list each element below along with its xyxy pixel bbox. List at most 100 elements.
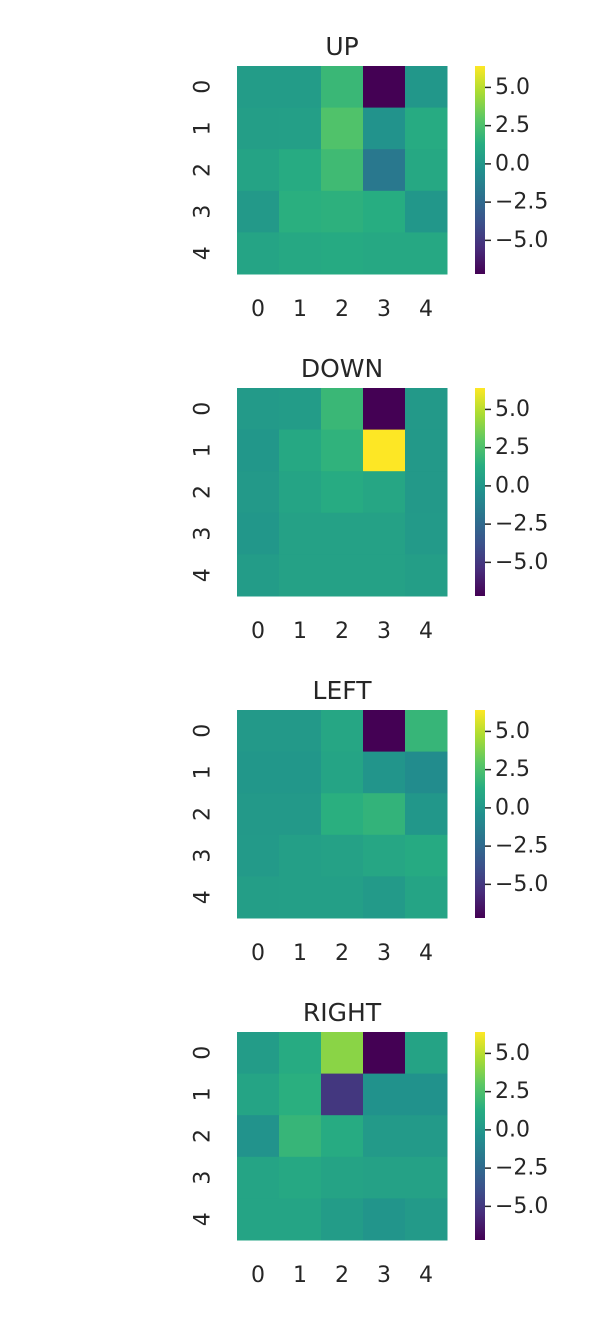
heatmap-cell-r3-c4: [405, 512, 448, 555]
heatmap-cell-r0-c1: [279, 66, 322, 109]
x-tick-label: 1: [293, 941, 307, 966]
heatmap-cell-r2-c1: [279, 471, 322, 514]
heatmap-cell-r1-c1: [279, 429, 322, 472]
colorbar-tick-label: 2.5: [495, 757, 530, 782]
heatmap-cell-r4-c2: [321, 1198, 364, 1241]
panel-title: DOWN: [301, 354, 383, 383]
heatmap-cell-r4-c1: [279, 554, 322, 597]
colorbar-tick-label: 5.0: [495, 1041, 530, 1066]
y-tick-label: 2: [191, 163, 216, 177]
colorbar-tick-label: 5.0: [495, 75, 530, 100]
heatmap-cell-r0-c4: [405, 710, 448, 753]
heatmap-cell-r4-c2: [321, 554, 364, 597]
heatmap-cell-r4-c3: [363, 232, 406, 275]
colorbar-tick-label: 2.5: [495, 1079, 530, 1104]
heatmap-cell-r3-c3: [363, 512, 406, 555]
heatmap-panel-left: LEFT 0 1 2 3 4 0 1 2 3 4 5.0 2.5 0.0 −2.5 −5.0: [191, 676, 549, 966]
x-tick-label: 2: [335, 619, 349, 644]
heatmap-cell-r2-c2: [321, 471, 364, 514]
x-tick-label: 0: [251, 297, 265, 322]
colorbar-tick-label: −5.0: [495, 550, 548, 575]
heatmap-cell-r4-c4: [405, 876, 448, 919]
heatmap-cell-r2-c0: [237, 471, 280, 514]
heatmap-cell-r0-c0: [237, 66, 280, 109]
heatmap-cell-r1-c2: [321, 429, 364, 472]
y-tick-label: 1: [191, 121, 216, 135]
heatmap-cell-r0-c3: [363, 388, 406, 431]
y-tick-label: 2: [191, 1129, 216, 1143]
x-tick-label: 3: [377, 619, 391, 644]
heatmap-cell-r4-c1: [279, 232, 322, 275]
y-tick-label: 4: [191, 246, 216, 260]
heatmap-cell-r0-c2: [321, 710, 364, 753]
heatmap-cell-r1-c0: [237, 751, 280, 794]
heatmap-cell-r3-c1: [279, 512, 322, 555]
heatmap-cell-r3-c3: [363, 834, 406, 877]
heatmap-cell-r3-c1: [279, 834, 322, 877]
y-tick-label: 0: [191, 1046, 216, 1060]
x-tick-label: 0: [251, 1263, 265, 1288]
panel-title: LEFT: [313, 676, 373, 705]
x-tick-label: 4: [419, 297, 433, 322]
heatmap-cell-r1-c3: [363, 751, 406, 794]
heatmap-cell-r1-c2: [321, 751, 364, 794]
y-tick-label: 4: [191, 890, 216, 904]
colorbar-tick-label: 0.0: [495, 473, 530, 498]
heatmap-cell-r3-c0: [237, 1156, 280, 1199]
y-tick-label: 0: [191, 402, 216, 416]
heatmap-cell-r4-c2: [321, 876, 364, 919]
heatmap-panel-down: DOWN 0 1 2 3 4 0 1 2 3 4 5.0 2.5 0.0 −2.5 −5.0: [191, 354, 549, 644]
heatmap-panel-up: UP 0 1 2 3 4 0 1 2 3 4 5.0 2.5 0.0 −2.5 −5.0: [191, 32, 549, 322]
heatmap-cell-r0-c4: [405, 66, 448, 109]
heatmap-cell-r4-c0: [237, 232, 280, 275]
heatmap-cell-r2-c4: [405, 1115, 448, 1158]
colorbar: [475, 388, 485, 596]
y-tick-label: 3: [191, 527, 216, 541]
panel-title: RIGHT: [303, 998, 382, 1027]
heatmap-cell-r1-c1: [279, 1073, 322, 1116]
colorbar-tick-label: 0.0: [495, 795, 530, 820]
heatmap-cell-r2-c4: [405, 793, 448, 836]
x-tick-label: 2: [335, 1263, 349, 1288]
heatmap-cell-r2-c2: [321, 149, 364, 192]
y-tick-label: 1: [191, 1087, 216, 1101]
heatmap-cell-r2-c2: [321, 793, 364, 836]
heatmap-cell-r3-c3: [363, 190, 406, 233]
panel-title: UP: [325, 32, 358, 61]
colorbar-tick-label: −2.5: [495, 834, 548, 859]
heatmap-cell-r0-c3: [363, 1032, 406, 1075]
heatmap-cell-r3-c2: [321, 834, 364, 877]
heatmap-cell-r4-c3: [363, 876, 406, 919]
heatmap-cell-r0-c2: [321, 66, 364, 109]
heatmap-cell-r4-c0: [237, 1198, 280, 1241]
heatmap-cell-r0-c3: [363, 66, 406, 109]
heatmap-cell-r2-c0: [237, 793, 280, 836]
heatmap-cell-r2-c1: [279, 1115, 322, 1158]
heatmap-cell-r2-c3: [363, 149, 406, 192]
colorbar: [475, 66, 485, 274]
heatmap-cell-r2-c1: [279, 793, 322, 836]
heatmap-cell-r0-c0: [237, 388, 280, 431]
y-tick-label: 2: [191, 807, 216, 821]
heatmap-cell-r4-c0: [237, 876, 280, 919]
heatmap-cell-r1-c4: [405, 751, 448, 794]
colorbar-tick-label: 0.0: [495, 151, 530, 176]
heatmap-cell-r2-c1: [279, 149, 322, 192]
heatmap-cell-r1-c4: [405, 1073, 448, 1116]
x-tick-label: 1: [293, 297, 307, 322]
heatmap-cell-r3-c2: [321, 512, 364, 555]
x-tick-label: 3: [377, 941, 391, 966]
heatmap-cell-r2-c2: [321, 1115, 364, 1158]
heatmap-cell-r1-c3: [363, 1073, 406, 1116]
heatmap-cell-r2-c0: [237, 1115, 280, 1158]
colorbar-tick-label: −5.0: [495, 1194, 548, 1219]
heatmap-cell-r0-c4: [405, 388, 448, 431]
colorbar-tick-label: −5.0: [495, 872, 548, 897]
colorbar-tick-label: 5.0: [495, 397, 530, 422]
y-tick-label: 4: [191, 568, 216, 582]
heatmap-cell-r4-c3: [363, 554, 406, 597]
x-tick-label: 4: [419, 1263, 433, 1288]
heatmap-cell-r3-c4: [405, 190, 448, 233]
heatmap-cell-r3-c4: [405, 834, 448, 877]
heatmap-cell-r2-c3: [363, 1115, 406, 1158]
